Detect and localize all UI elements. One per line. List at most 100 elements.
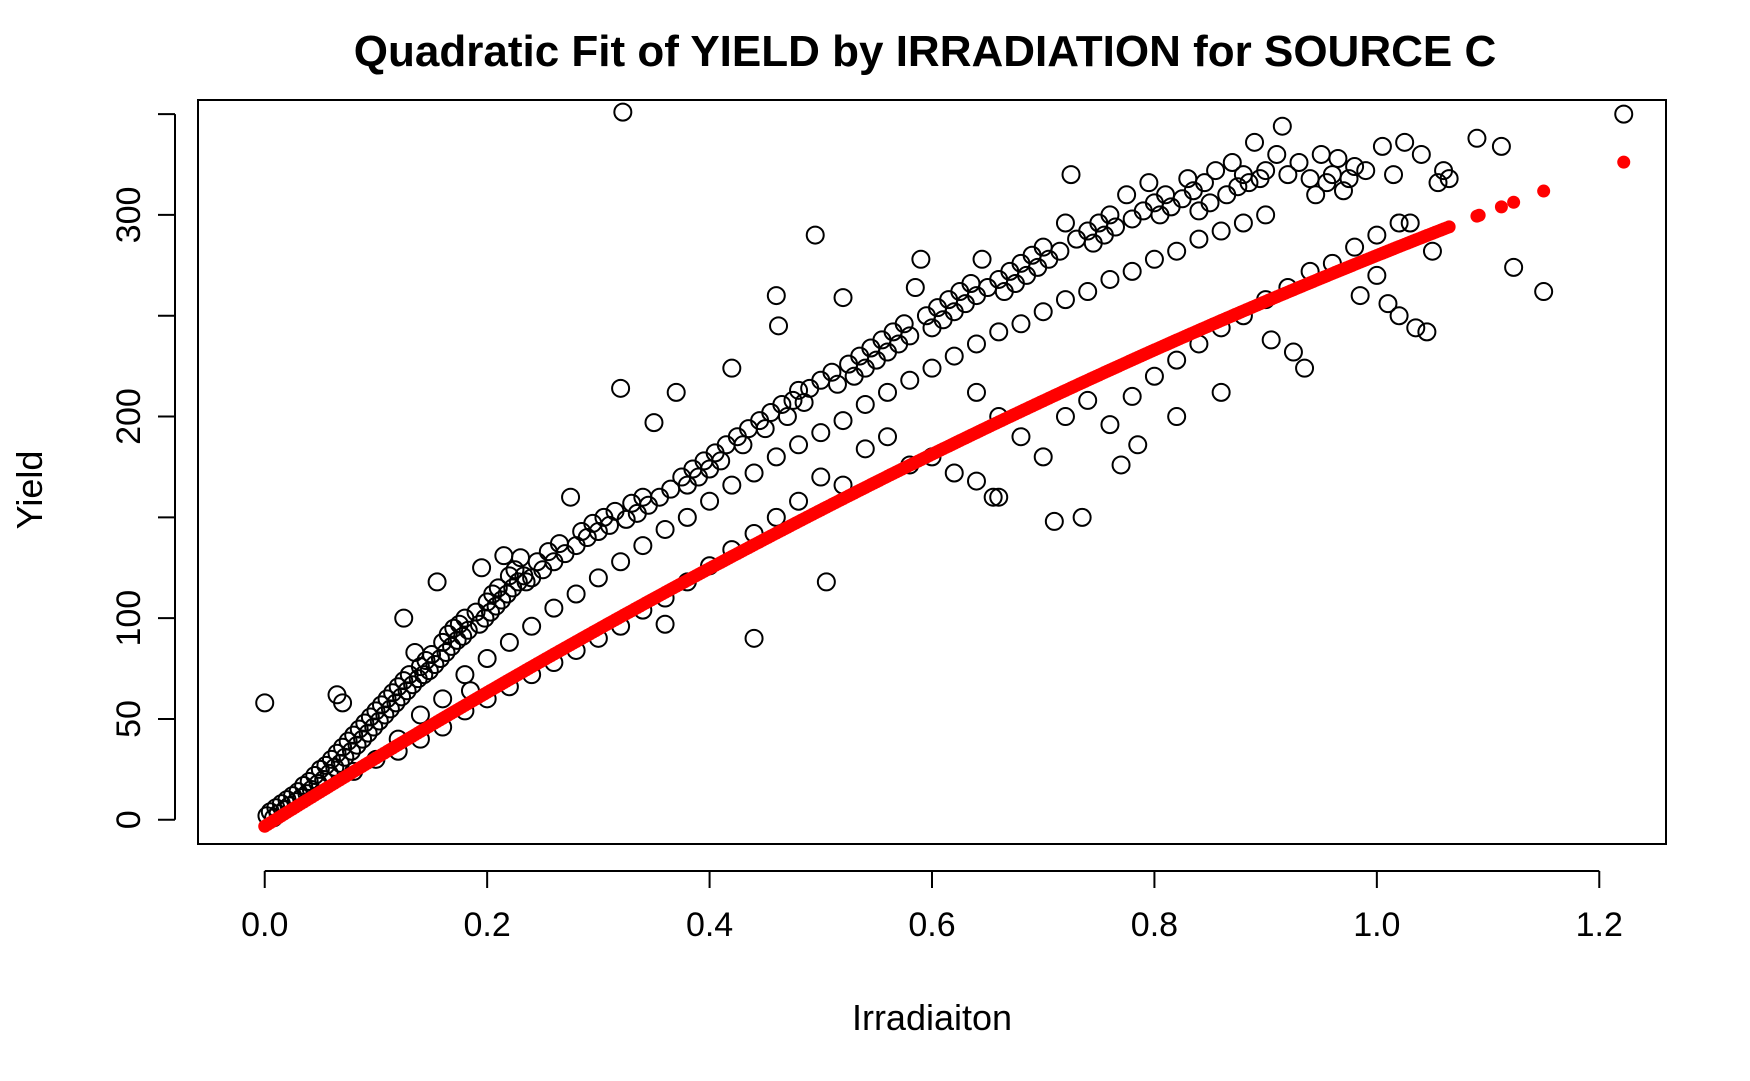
observed-point [900,370,920,390]
observed-point [1222,153,1242,173]
observed-point [972,249,992,269]
observed-point [1144,366,1164,386]
observed-point [1384,165,1404,185]
observed-point [789,491,809,511]
observed-point [372,695,391,715]
observed-point [1167,407,1187,427]
observed-point [611,378,631,398]
observed-point [811,423,831,443]
observed-point [1050,241,1070,261]
observed-point [1033,302,1053,322]
observed-point [655,519,675,539]
observed-point [1206,161,1226,181]
fitted-point [1507,195,1521,209]
observed-point [1267,144,1287,164]
fitted-point [1537,184,1551,198]
x-axis-label: Irradiaiton [852,997,1012,1038]
observed-point [316,755,336,775]
observed-point [310,759,330,779]
observed-point [1100,205,1120,225]
observed-point [1350,286,1370,306]
observed-point [388,677,408,697]
observed-point [1106,217,1125,237]
observed-point [1078,282,1098,302]
observed-point [1428,173,1448,193]
observed-point [822,362,842,382]
observed-point [508,572,528,592]
observed-point [1117,185,1137,205]
observed-point [472,558,492,578]
observed-point [827,374,847,394]
observed-point [544,552,564,572]
observed-point [1261,330,1281,350]
observed-point [1217,185,1237,205]
x-tick-label: 0.4 [686,906,733,944]
observed-point [1417,322,1437,342]
y-axis-label: Yield [9,451,50,530]
observed-point [978,278,998,298]
observed-points [255,102,1634,828]
observed-point [1233,213,1253,233]
observed-point [1011,427,1031,447]
observed-point [561,487,581,507]
observed-point [855,394,875,414]
observed-point [1100,415,1120,435]
observed-point [905,278,925,298]
y-tick-label: 0 [110,810,148,829]
observed-point [442,636,462,656]
x-tick-label: 0.6 [908,906,955,944]
observed-point [305,765,325,785]
observed-point [1072,507,1092,527]
observed-point [944,346,964,366]
observed-point [722,358,742,378]
observed-point [989,487,1009,507]
observed-point [1491,136,1511,156]
observed-point [944,463,964,483]
y-tick-label: 50 [110,700,148,738]
observed-point [1614,104,1634,124]
observed-point [1211,221,1231,241]
observed-point [455,665,475,685]
observed-point [1467,128,1487,148]
observed-point [766,286,786,306]
observed-point [744,628,764,648]
observed-point [816,572,836,592]
observed-point [1411,144,1431,164]
observed-point [633,536,653,556]
observed-point [855,439,875,459]
observed-point [811,467,831,487]
observed-point [722,475,742,495]
observed-point [1367,225,1387,245]
observed-point [480,602,500,622]
observed-point [1283,342,1303,362]
observed-point [516,572,536,592]
observed-point [1122,261,1142,281]
observed-point [1011,314,1031,334]
observed-point [989,322,1009,342]
observed-point [436,642,456,662]
observed-point [650,487,670,507]
observed-point [566,584,586,604]
observed-point [349,719,369,739]
observed-point [1256,205,1276,225]
observed-point [1078,390,1098,410]
observed-point [789,380,809,400]
observed-point [911,249,931,269]
observed-point [811,370,831,390]
observed-point [1033,447,1053,467]
observed-point [1245,132,1265,152]
observed-point [433,689,453,709]
x-tick-label: 1.2 [1576,906,1623,944]
observed-point [410,705,430,725]
observed-point [377,689,397,709]
observed-point [1067,229,1087,249]
observed-point [588,568,608,588]
observed-point [1289,153,1309,173]
observed-point [321,749,341,769]
observed-point [1172,189,1192,209]
observed-point [1100,269,1120,289]
observed-point [677,507,697,527]
observed-point [333,693,353,713]
observed-point [360,707,380,727]
observed-point [833,288,853,308]
